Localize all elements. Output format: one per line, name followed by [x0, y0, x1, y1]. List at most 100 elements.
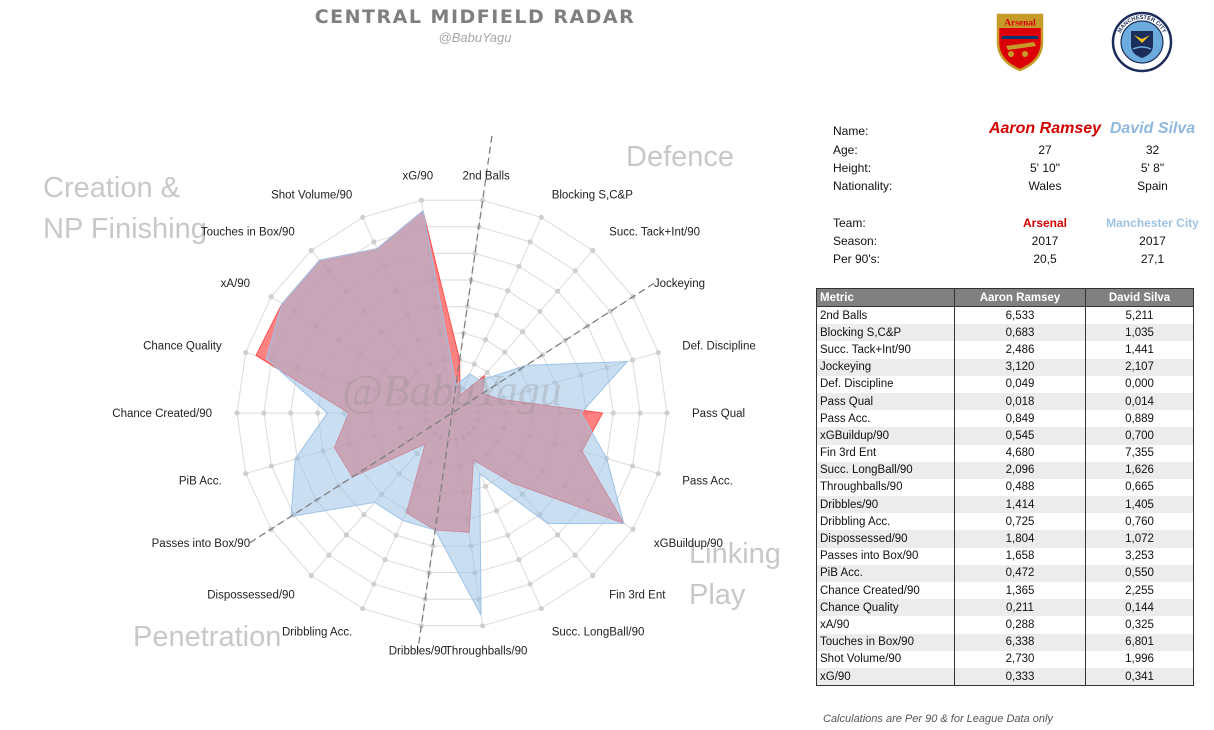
table-row: Dribbling Acc. 0,725 0,760: [816, 513, 1194, 531]
quadrant-defence-label: Defence: [626, 141, 735, 173]
radar-grid-marker: [361, 511, 367, 518]
table-cell-metric: Dribbling Acc.: [816, 513, 955, 531]
radar-grid-marker: [393, 532, 399, 538]
table-cell-player2: 0,889: [1085, 410, 1194, 428]
height-label: Height:: [833, 161, 872, 175]
radar-grid-marker: [494, 312, 500, 318]
radar-axis-label: Fin 3rd Ent: [609, 589, 666, 601]
table-header-player2: David Silva: [1085, 288, 1194, 307]
table-cell-metric: Dispossessed/90: [816, 530, 955, 548]
table-row: Chance Created/90 1,365 2,255: [816, 582, 1194, 600]
radar-grid-marker: [590, 247, 596, 254]
table-row: Dribbles/90 1,414 1,405: [816, 496, 1194, 514]
radar-grid-marker: [538, 214, 544, 221]
table-cell-metric: Throughballs/90: [816, 478, 955, 497]
table-cell-player1: 0,472: [954, 564, 1086, 582]
player2-season: 2017: [1139, 234, 1166, 248]
table-row: Shot Volume/90 2,730 1,996: [816, 650, 1194, 668]
table-cell-metric: Passes into Box/90: [816, 547, 955, 565]
metrics-table: Metric Aaron Ramsey David Silva 2nd Ball…: [816, 288, 1194, 687]
table-row: 2nd Balls 6,533 5,211: [816, 306, 1194, 325]
quadrant-divider: [249, 282, 655, 544]
table-cell-player2: 0,000: [1085, 375, 1194, 393]
radar-grid-marker: [360, 605, 366, 612]
table-cell-player2: 6,801: [1085, 633, 1194, 651]
radar-grid-marker: [288, 410, 294, 416]
radar-grid-marker: [554, 288, 561, 294]
player1-season: 2017: [1031, 234, 1059, 248]
table-cell-metric: xG/90: [816, 667, 955, 687]
radar-axis-label: Blocking S,C&P: [552, 190, 634, 202]
radar-grid-marker: [538, 605, 544, 612]
table-cell-metric: Chance Created/90: [816, 582, 955, 600]
table-cell-metric: 2nd Balls: [816, 306, 955, 325]
table-header-metric: Metric: [816, 288, 955, 307]
table-cell-player1: 0,725: [954, 513, 1086, 531]
table-cell-player2: 1,035: [1085, 324, 1194, 342]
table-cell-player1: 1,414: [954, 496, 1086, 514]
table-cell-player1: 0,849: [954, 410, 1086, 428]
table-row: Jockeying 3,120 2,107: [816, 358, 1194, 376]
player1-height: 5' 10": [1030, 161, 1060, 175]
radar-grid-marker: [234, 410, 240, 416]
radar-axis-label: Dispossessed/90: [207, 589, 295, 601]
table-cell-metric: Fin 3rd Ent: [816, 444, 955, 462]
table-cell-metric: xGBuildup/90: [816, 427, 955, 445]
info-row-per90: Per 90's: 20,5 27,1: [820, 250, 1210, 268]
table-cell-player1: 1,365: [954, 582, 1086, 600]
radar-grid-marker: [629, 463, 636, 469]
table-cell-player2: 5,211: [1085, 306, 1194, 325]
table-row: Succ. Tack+Int/90 2,486 1,441: [816, 341, 1194, 359]
table-row: Fin 3rd Ent 4,680 7,355: [816, 444, 1194, 462]
radar-axis-label: 2nd Balls: [462, 170, 510, 182]
radar-grid-marker: [630, 526, 636, 532]
radar-grid-marker: [482, 483, 489, 489]
table-row: Dispossessed/90 1,804 1,072: [816, 530, 1194, 548]
table-cell-metric: xA/90: [816, 616, 955, 634]
per90-label: Per 90's:: [833, 252, 880, 266]
radar-grid-marker: [516, 263, 522, 269]
radar-grid-marker: [502, 349, 508, 355]
radar-grid-marker: [268, 463, 275, 469]
table-row: Pass Acc. 0,849 0,889: [816, 410, 1194, 428]
radar-axis-label: Jockeying: [654, 278, 705, 290]
quadrant-linking-label-2: Play: [689, 579, 746, 611]
table-header-player1: Aaron Ramsey: [954, 288, 1086, 307]
player2-per90: 27,1: [1140, 252, 1165, 266]
radar-grid-marker: [637, 410, 643, 416]
radar-grid-marker: [243, 470, 249, 477]
radar-chart: @BabuYagu 2nd Balls Blocking S,C&P Succ. Ta…: [112, 135, 756, 658]
table-cell-player1: 0,488: [954, 478, 1086, 497]
radar-grid-marker: [371, 239, 377, 245]
radar-grid-marker: [519, 329, 525, 335]
radar-grid-marker: [554, 532, 561, 538]
quadrant-creation-label-2: NP Finishing: [43, 213, 207, 245]
table-cell-player1: 3,120: [954, 358, 1086, 376]
table-row: Throughballs/90 0,488 0,665: [816, 478, 1194, 497]
chart-title: CENTRAL MIDFIELD RADAR: [314, 6, 636, 28]
arsenal-crest-text: Arsenal: [1004, 19, 1036, 29]
radar-grid-marker: [664, 410, 670, 416]
radar-grid-marker: [464, 303, 470, 310]
table-cell-metric: Succ. LongBall/90: [816, 461, 955, 479]
table-row: Passes into Box/90 1,658 3,253: [816, 547, 1194, 565]
player1-team: Arsenal: [1022, 216, 1068, 230]
table-row: Succ. LongBall/90 2,096 1,626: [816, 461, 1194, 479]
radar-grid-marker: [261, 410, 267, 416]
radar-grid-marker: [629, 357, 636, 363]
radar-grid-marker: [479, 197, 486, 203]
radar-grid-marker: [471, 361, 477, 367]
table-row: Pass Qual 0,018 0,014: [816, 392, 1194, 411]
player2-team: Manchester City: [1106, 216, 1199, 230]
player1-name: Aaron Ramsey: [988, 120, 1102, 137]
season-label: Season:: [833, 234, 878, 248]
radar-grid-marker: [308, 247, 314, 254]
radar-axis-label: Chance Quality: [143, 340, 222, 352]
info-row-name: Name: Aaron Ramsey David Silva: [820, 120, 1210, 140]
player2-name: David Silva: [1109, 120, 1196, 137]
table-cell-metric: Pass Qual: [816, 392, 955, 411]
radar-grid-marker: [484, 369, 490, 375]
radar-grid-marker: [572, 552, 578, 558]
table-cell-player2: 1,441: [1085, 341, 1194, 359]
radar-grid-marker: [430, 543, 436, 549]
